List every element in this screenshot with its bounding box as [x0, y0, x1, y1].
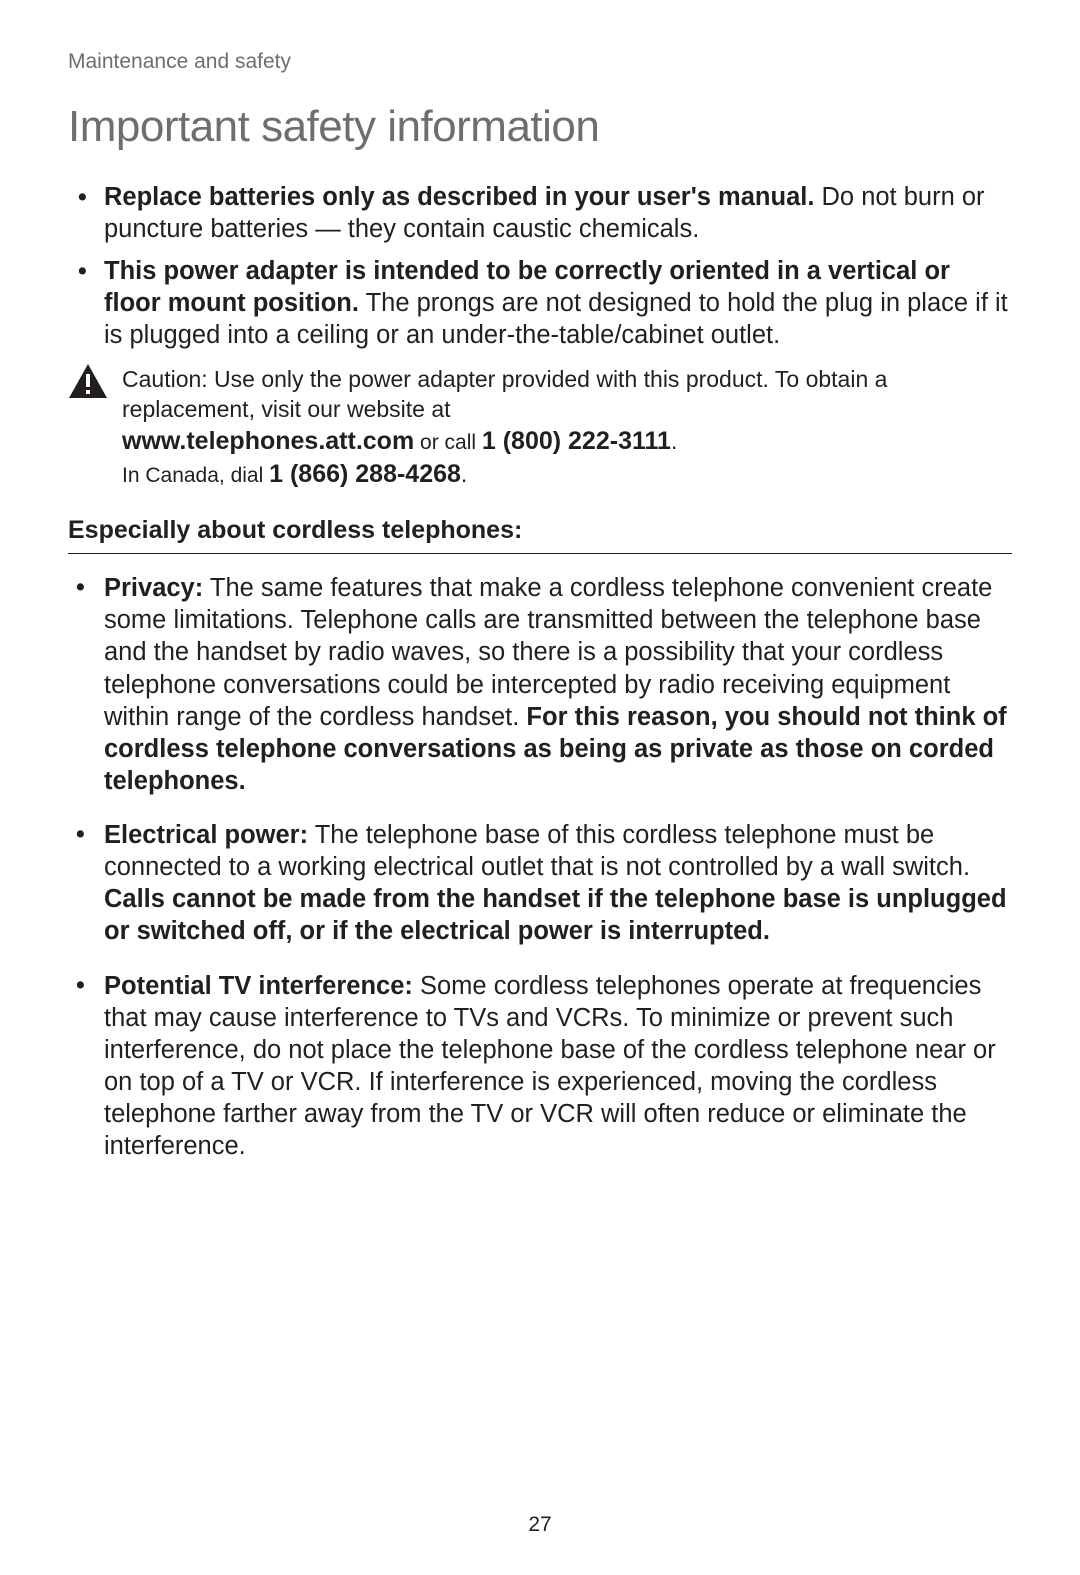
caution-block: Caution: Use only the power adapter prov… — [68, 365, 1012, 490]
caution-period: . — [671, 428, 677, 454]
list-item: This power adapter is intended to be cor… — [68, 256, 1012, 352]
section-header: Maintenance and safety — [68, 50, 1012, 74]
cordless-list: Privacy: The same features that make a c… — [68, 572, 1012, 1162]
item-label: Privacy: — [104, 574, 203, 602]
item-label: Potential TV interference: — [104, 972, 413, 1000]
item-bold-tail: Calls cannot be made from the handset if… — [104, 885, 1007, 945]
list-item-power: Electrical power: The telephone base of … — [68, 819, 1012, 948]
list-item-bold: Replace batteries only as described in y… — [104, 183, 814, 211]
warning-icon — [68, 363, 108, 404]
safety-list-1: Replace batteries only as described in y… — [68, 182, 1012, 351]
list-item: Replace batteries only as described in y… — [68, 182, 1012, 246]
caution-lead: Caution: Use only the power adapter prov… — [122, 366, 887, 422]
caution-period2: . — [461, 461, 467, 487]
list-item-privacy: Privacy: The same features that make a c… — [68, 572, 1012, 797]
caution-text: Caution: Use only the power adapter prov… — [114, 365, 1012, 490]
item-label: Electrical power: — [104, 821, 308, 849]
caution-phone-us: 1 (800) 222-3111 — [482, 427, 671, 455]
page-title: Important safety information — [68, 102, 1012, 152]
caution-or-call: or call — [414, 431, 482, 454]
caution-website: www.telephones.att.com — [122, 427, 414, 455]
caution-phone-ca: 1 (866) 288-4268 — [269, 460, 461, 488]
page-number: 27 — [528, 1513, 551, 1537]
caution-canada-lead: In Canada, dial — [122, 464, 269, 487]
subheading-cordless: Especially about cordless telephones: — [68, 516, 1012, 554]
list-item-tv: Potential TV interference: Some cordless… — [68, 970, 1012, 1163]
